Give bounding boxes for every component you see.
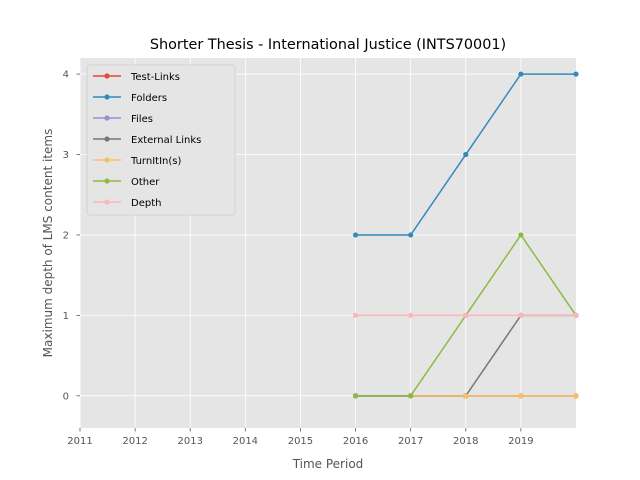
- y-axis-label: Maximum depth of LMS content items: [41, 129, 55, 358]
- y-tick-label: 0: [63, 391, 69, 402]
- legend-marker: [104, 115, 110, 121]
- legend-item-test-links: Test-Links: [93, 72, 180, 83]
- legend-marker: [104, 94, 110, 100]
- x-tick-label: 2019: [508, 436, 533, 447]
- series-folders: [352, 71, 579, 238]
- chart-title: Shorter Thesis - International Justice (…: [150, 37, 506, 53]
- y-tick-label: 4: [63, 70, 69, 81]
- legend-label: Files: [131, 114, 153, 125]
- data-point-folders: [463, 151, 469, 158]
- legend-marker: [104, 157, 110, 163]
- legend-item-external-links: External Links: [93, 135, 201, 146]
- legend-item-turnitin-s: TurnItIn(s): [93, 156, 181, 167]
- legend-label: Other: [131, 177, 160, 188]
- data-point-folders: [352, 232, 359, 238]
- x-tick-label: 2017: [398, 436, 423, 447]
- legend-label: Depth: [131, 198, 161, 209]
- x-axis-label: Time Period: [292, 457, 364, 471]
- data-point-folders: [518, 71, 524, 77]
- legend-label: Folders: [131, 93, 167, 104]
- x-tick-label: 2011: [67, 436, 92, 447]
- legend-label: TurnItIn(s): [130, 156, 181, 167]
- data-point-other: [518, 232, 524, 238]
- data-point-depth: [352, 312, 359, 318]
- data-point-folders: [573, 71, 579, 77]
- data-point-turnitin-s: [463, 393, 469, 399]
- data-point-depth: [408, 312, 414, 318]
- legend: Test-Links Folders Files External Links Turn…: [86, 64, 236, 216]
- legend-item-files: Files: [93, 114, 153, 125]
- legend-box: [86, 64, 236, 216]
- data-point-turnitin-s: [573, 393, 579, 399]
- y-tick-label: 1: [63, 311, 69, 322]
- legend-marker: [104, 199, 110, 205]
- legend-marker: [104, 178, 110, 184]
- series-lines: [352, 71, 579, 399]
- legend-item-depth: Depth: [93, 198, 161, 209]
- data-point-turnitin-s: [518, 393, 524, 399]
- data-point-other: [352, 393, 359, 399]
- legend-item-folders: Folders: [93, 93, 167, 104]
- y-tick-label: 2: [63, 230, 69, 241]
- legend-marker: [104, 73, 110, 79]
- data-point-depth: [463, 312, 469, 318]
- data-point-other: [408, 393, 414, 399]
- legend-item-other: Other: [93, 177, 160, 188]
- data-point-depth: [518, 312, 524, 318]
- data-point-depth: [573, 312, 579, 318]
- axis-ticks: 2011 2012 2013 2014 2015 2016 2017 2018 2019 0 1 2 3…: [63, 70, 534, 447]
- legend-label: External Links: [131, 135, 201, 146]
- x-tick-label: 2012: [122, 436, 147, 447]
- legend-label: Test-Links: [130, 72, 180, 83]
- series-depth: [352, 312, 579, 318]
- x-tick-label: 2013: [177, 436, 202, 447]
- y-tick-label: 3: [63, 150, 69, 161]
- x-tick-label: 2016: [343, 436, 368, 447]
- x-tick-label: 2015: [288, 436, 313, 447]
- data-point-folders: [408, 232, 414, 238]
- x-tick-label: 2018: [453, 436, 478, 447]
- legend-marker: [104, 136, 110, 142]
- x-tick-label: 2014: [233, 436, 258, 447]
